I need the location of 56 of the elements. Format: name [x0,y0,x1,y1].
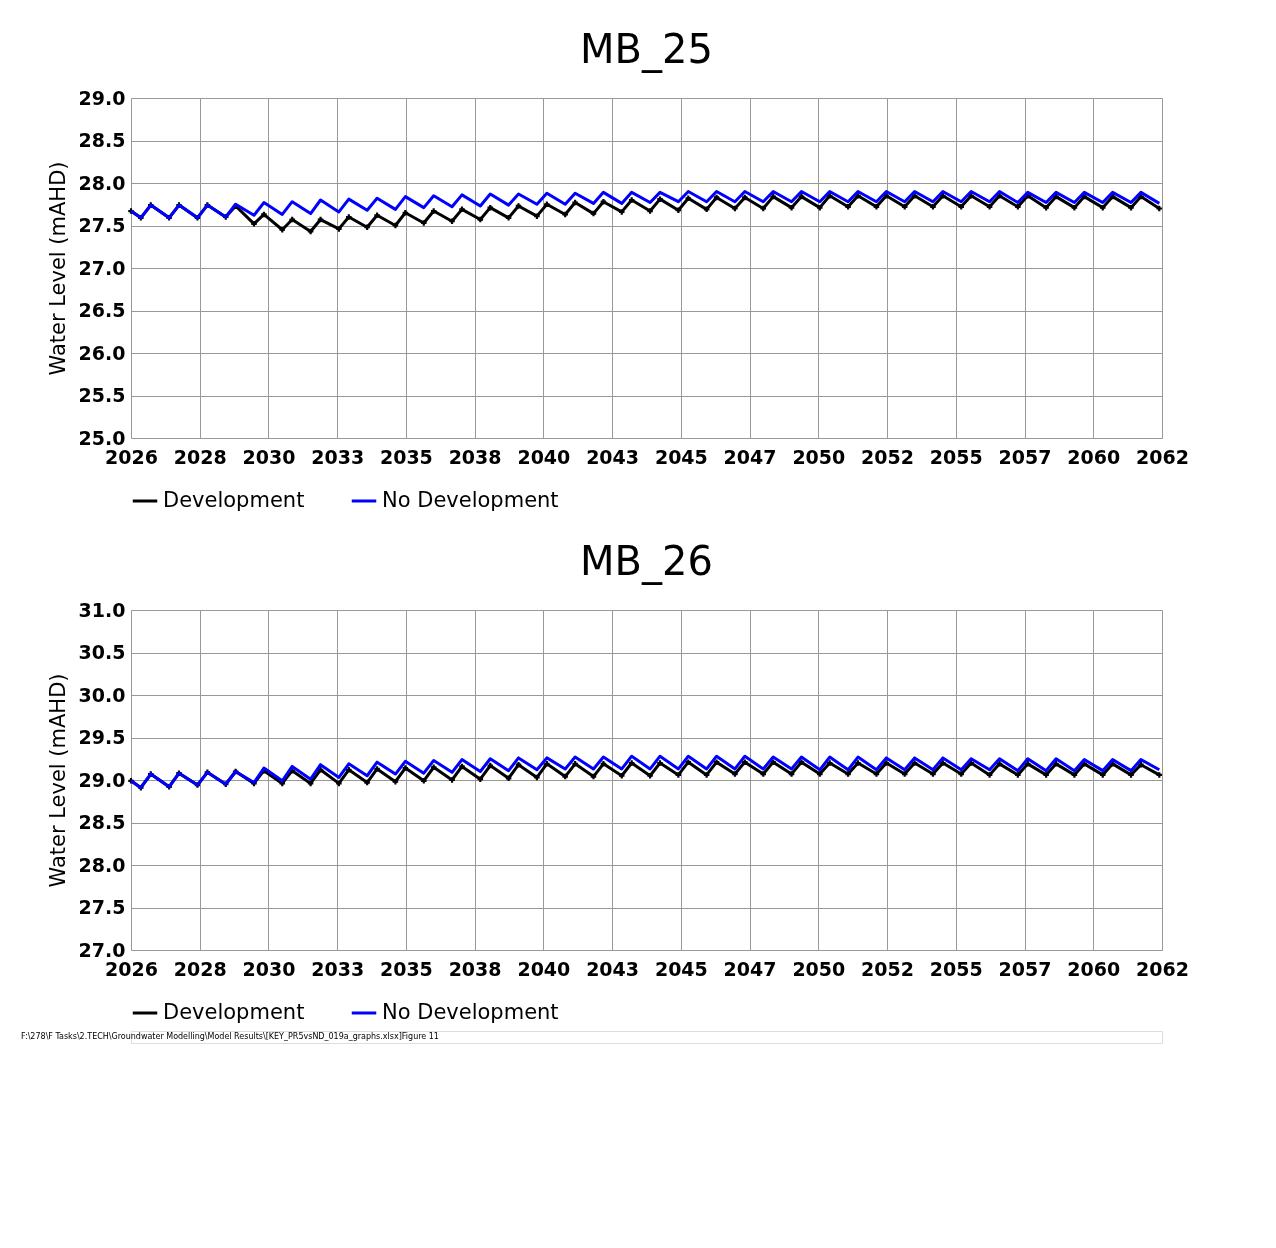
y-tick-label: 30.0 [78,683,126,706]
y-tick-label: 27.0 [78,256,126,279]
y-tick-label: 28.0 [78,853,126,876]
x-tick-label: 2052 [861,445,914,468]
x-tick-label: 2055 [929,957,983,980]
x-tick-label: 2047 [723,957,777,980]
y-tick-label: 31.0 [78,598,126,621]
x-tick-label: 2030 [242,445,296,468]
x-tick-label: 2045 [654,445,708,468]
x-tick-label: 2057 [998,445,1052,468]
legend-label: No Development [382,488,559,512]
x-tick-label: 2052 [861,957,914,980]
x-tick-label: 2028 [173,957,227,980]
legend-label: Development [163,488,305,512]
y-tick-label: 27.5 [78,214,126,236]
x-tick-label: 2057 [998,957,1052,980]
y-tick-label: 26.0 [78,341,126,364]
x-tick-label: 2030 [242,957,296,980]
y-tick-label: 29.0 [78,768,126,791]
x-tick-label: 2040 [517,957,571,980]
x-tick-label: 2038 [448,445,502,468]
x-tick-label: 2060 [1067,957,1121,980]
y-tick-label: 26.5 [78,299,126,321]
y-tick-label: 29.5 [78,726,126,748]
x-tick-label: 2035 [379,957,433,980]
x-tick-label: 2040 [517,445,571,468]
legend-label: Development [163,1000,305,1024]
x-tick-label: 2062 [1136,445,1189,468]
x-tick-label: 2038 [448,957,502,980]
y-tick-label: 27.5 [78,896,126,918]
y-tick-label: 30.5 [78,641,126,663]
y-axis-title: Water Level (mAHD) [45,161,70,376]
x-tick-label: 2045 [654,957,708,980]
x-tick-label: 2043 [586,957,640,980]
y-axis-title: Water Level (mAHD) [45,673,70,888]
x-tick-label: 2033 [311,957,365,980]
y-tick-label: 28.0 [78,171,126,194]
x-tick-label: 2060 [1067,445,1121,468]
x-tick-label: 2043 [586,445,640,468]
chart-title: MB_25 [580,26,713,73]
line-series [129,190,1161,220]
x-tick-label: 2033 [311,445,365,468]
x-tick-label: 2047 [723,445,777,468]
y-tick-label: 28.5 [78,129,126,151]
x-tick-label: 2035 [379,445,433,468]
x-tick-label: 2062 [1136,957,1189,980]
chart-title: MB_26 [580,538,713,585]
x-tick-label: 2050 [792,445,846,468]
y-tick-label: 28.5 [78,811,126,833]
x-tick-label: 2028 [173,445,227,468]
x-tick-label: 2055 [929,445,983,468]
legend-label: No Development [382,1000,559,1024]
y-tick-label: 25.5 [78,384,126,406]
y-tick-label: 29.0 [78,86,126,109]
text: F:\278\F Tasks\2.TECH\Groundwater Modelling\Model Results\[KEY_PR5vsND_019a_graphs.xlsx]Figure 11 [21,1032,439,1041]
x-tick-label: 2050 [792,957,846,980]
